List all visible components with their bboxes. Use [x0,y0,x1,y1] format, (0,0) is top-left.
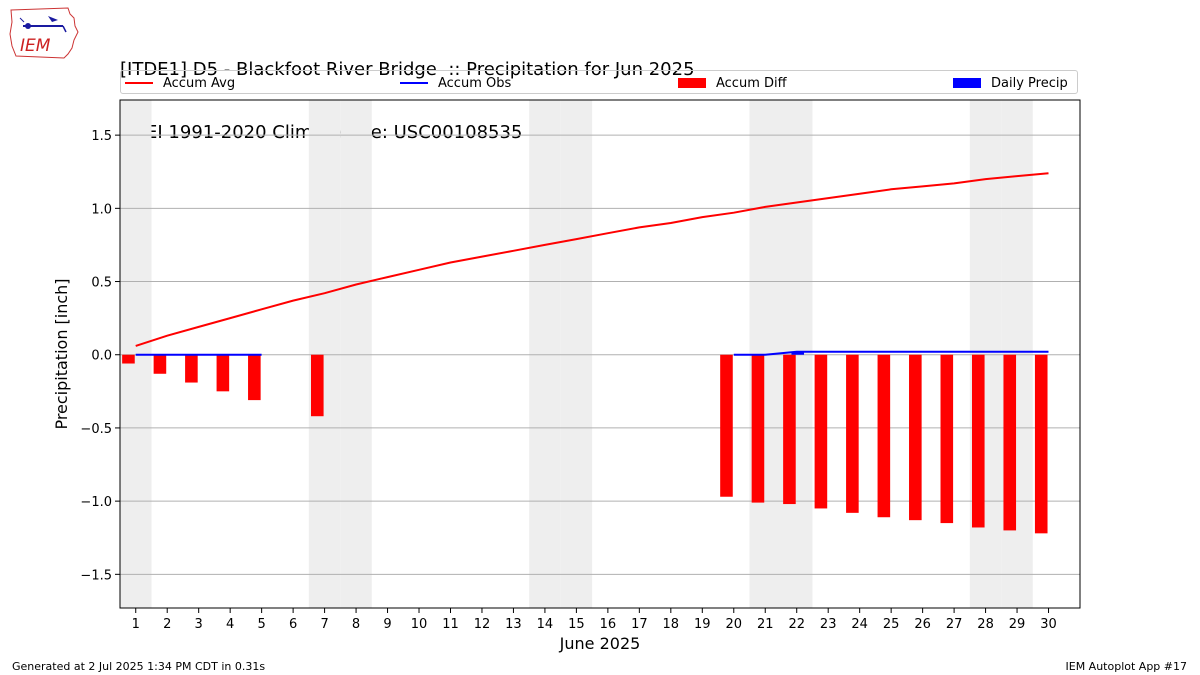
x-tick-label: 17 [631,617,648,632]
weekend-band-8 [340,100,372,608]
x-tick-label: 4 [226,617,234,632]
bar-accum-diff-day-27 [940,354,954,524]
weekend-band-28 [969,100,1002,608]
legend-item-accum-avg: Accum Avg [125,74,235,92]
bar-accum-diff-day-28 [971,354,985,528]
y-tick-label: 0.0 [91,349,112,364]
bar-accum-diff-day-5 [248,354,261,401]
legend-item-accum-obs: Accum Obs [400,74,511,92]
line-accum-obs-segment-1 [733,350,1049,356]
bar-accum-diff-day-21 [751,354,765,503]
chart-title: [ITDE1] D5 - Blackfoot River Bridge :: P… [120,17,695,164]
x-axis-ticks: 1 2 3 4 5 6 7 8 9 10 11 12 13 14 15 16 17 18 19 20 21 22 23 24 2… [132,608,1057,632]
legend-item-daily-precip: Daily Precip [953,74,1068,92]
line-accum-avg-segment-0 [135,172,1049,347]
y-tick-label: −1.0 [80,495,112,510]
iem-logo-graphic: IEM [9,7,79,59]
y-tick-label: 0.5 [91,276,112,291]
x-tick-label: 10 [411,617,428,632]
footer-app: IEM Autoplot App #17 [1065,660,1188,673]
footer-generated: Generated at 2 Jul 2025 1:34 PM CDT in 0… [12,660,266,673]
x-tick-label: 3 [195,617,203,632]
x-tick-label: 13 [505,617,522,632]
x-tick-label: 20 [725,617,742,632]
y-axis-label: Precipitation [inch] [52,278,71,429]
y-tick-label: −1.5 [80,568,112,583]
bar-accum-diff-day-22 [783,354,796,505]
bar-daily-precip-day-22 [791,351,805,355]
x-tick-label: 8 [352,617,360,632]
x-tick-label: 24 [851,617,868,632]
legend-label-accum-avg: Accum Avg [163,75,236,91]
x-tick-label: 22 [788,617,805,632]
x-tick-label: 23 [820,617,837,632]
x-tick-label: 11 [442,617,459,632]
bar-accum-diff-day-23 [814,354,828,509]
weekend-band-7 [308,100,341,608]
bar-accum-diff-day-24 [846,354,859,513]
x-tick-label: 26 [914,617,931,632]
legend-item-accum-diff: Accum Diff [678,74,787,92]
x-tick-label: 19 [694,617,711,632]
line-series [135,172,1049,356]
x-tick-label: 27 [946,617,963,632]
bar-accum-diff-day-2 [153,354,167,374]
bar-accum-diff-day-3 [185,354,198,383]
bar-accum-diff-day-20 [720,354,733,497]
bar-accum-diff-day-7 [311,354,324,417]
bar-accum-diff-day-4 [216,354,230,392]
x-tick-label: 21 [757,617,774,632]
x-tick-label: 5 [257,617,265,632]
y-axis-ticks: −1.5 −1.0 −0.5 0.0 0.5 1.0 1.5 [80,129,120,583]
y-tick-label: 1.0 [91,202,112,217]
x-tick-label: 28 [977,617,994,632]
bar-accum-diff-day-26 [909,354,922,521]
plot-frame [119,99,1081,609]
x-tick-label: 9 [383,617,391,632]
iem-logo-text: IEM [20,36,51,56]
legend-label-accum-diff: Accum Diff [716,75,787,91]
weekend-band-14 [529,100,561,608]
y-tick-label: −0.5 [80,422,112,437]
legend-swatch-accum-obs [400,82,428,84]
y-tick-label: 1.5 [91,129,112,144]
chart-title-line1: [ITDE1] D5 - Blackfoot River Bridge :: P… [120,59,695,80]
bar-accum-diff-day-25 [877,354,891,518]
chart-legend: Accum Avg Accum Obs Accum Diff Daily Pre… [120,70,1078,94]
x-tick-label: 6 [289,617,297,632]
legend-swatch-accum-avg [125,82,153,84]
x-tick-label: 15 [568,617,585,632]
x-tick-label: 1 [132,617,140,632]
x-tick-label: 12 [474,617,491,632]
legend-swatch-daily-precip [953,78,981,88]
x-tick-label: 7 [320,617,328,632]
legend-label-accum-obs: Accum Obs [438,75,512,91]
legend-swatch-accum-diff [678,78,706,88]
x-tick-label: 2 [163,617,171,632]
bar-series [122,351,1048,534]
bar-accum-diff-day-1 [122,354,135,364]
grid-lines [120,134,1080,575]
bar-accum-diff-day-30 [1034,354,1048,534]
x-tick-label: 14 [537,617,554,632]
x-tick-label: 18 [663,617,680,632]
weekend-band-15 [560,100,593,608]
x-tick-label: 25 [883,617,900,632]
bar-accum-diff-day-29 [1003,354,1017,531]
iem-logo: IEM [8,6,80,60]
x-tick-label: 30 [1040,617,1057,632]
legend-label-daily-precip: Daily Precip [991,75,1068,91]
x-axis-label: June 2025 [559,634,641,653]
x-tick-label: 16 [600,617,617,632]
x-tick-label: 29 [1009,617,1026,632]
